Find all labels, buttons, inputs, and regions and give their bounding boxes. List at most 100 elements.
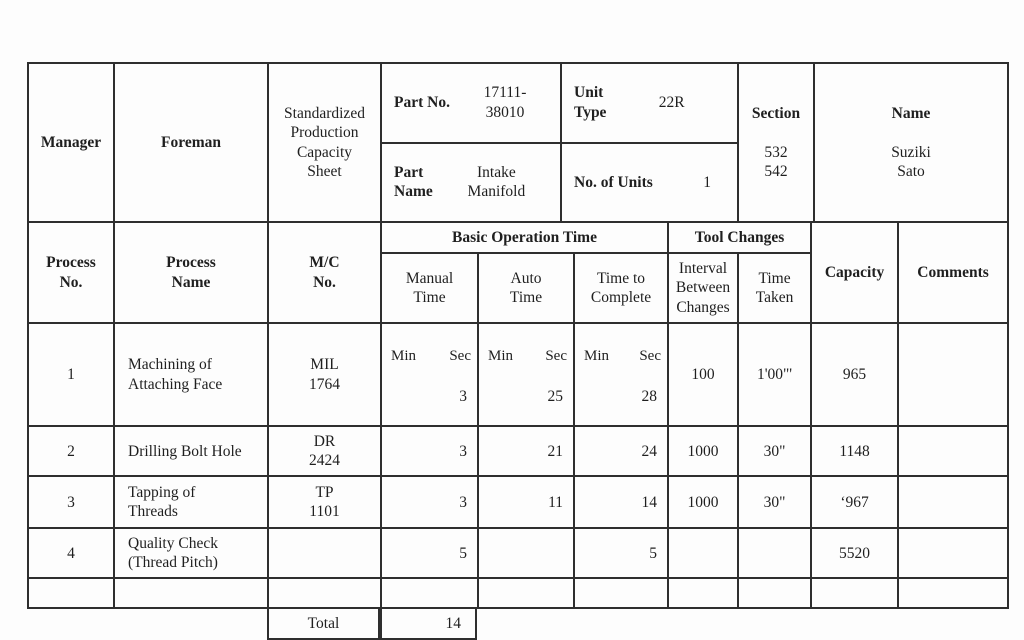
empty-cell — [113, 577, 269, 610]
row-1-comments — [897, 321, 1010, 428]
row-2-comments — [897, 425, 1010, 478]
col-header-capacity: Capacity — [810, 223, 900, 324]
row-3-time-to-complete: 14 — [572, 475, 670, 530]
empty-cell — [267, 577, 382, 610]
part-name-cell: Part Name Intake Manifold — [380, 141, 562, 223]
row-1-capacity: 965 — [810, 321, 900, 428]
row-3-process-name: Tapping of Threads — [113, 475, 269, 530]
row-2-process-no: 2 — [27, 425, 115, 478]
sheet-title: Standardized Production Capacity Sheet — [267, 62, 382, 223]
unit-type-cell: Unit Type 22R — [560, 62, 739, 144]
col-header-interval-between-changes: Interval Between Changes — [667, 252, 740, 324]
min-label: Min — [584, 348, 610, 365]
col-header-auto-time: Auto Time — [477, 252, 575, 324]
col-header-process-name: Process Name — [113, 223, 269, 324]
col-header-mc-no: M/C No. — [267, 223, 382, 324]
total-label: Total — [267, 609, 380, 640]
row-2-time-taken: 30" — [737, 425, 813, 478]
table-row: 1 Machining of Attaching Face MIL 1764 M… — [27, 321, 1010, 428]
col-header-comments: Comments — [897, 223, 1010, 324]
empty-cell — [27, 577, 115, 610]
sec-label: Sec — [639, 348, 662, 365]
row-3-comments — [897, 475, 1010, 530]
manager-label: Manager — [27, 62, 115, 223]
foreman-label: Foreman — [113, 62, 269, 223]
row-1-manual-time: Min Sec 3 — [380, 321, 479, 428]
row-4-manual-time: 5 — [380, 527, 479, 580]
row-3-manual-time: 3 — [380, 475, 479, 530]
name-label: Name — [891, 104, 931, 122]
row-2-auto-time: 21 — [477, 425, 575, 478]
empty-cell — [572, 577, 670, 610]
table-row: 3 Tapping of Threads TP 1101 3 11 14 100… — [27, 475, 1010, 530]
empty-row — [27, 577, 1010, 610]
row-1-auto-time: Min Sec 25 — [477, 321, 575, 428]
min-label: Min — [488, 348, 514, 365]
empty-cell — [897, 577, 1010, 610]
row-1-interval: 100 — [667, 321, 740, 428]
row-4-time-to-complete: 5 — [572, 527, 670, 580]
section-label: Section — [751, 104, 801, 122]
part-no-label: Part No. — [394, 94, 450, 112]
total-row: Total 14 — [267, 609, 477, 640]
table-row: 4 Quality Check (Thread Pitch) 5 5 5520 — [27, 527, 1010, 580]
row-1-process-name: Machining of Attaching Face — [113, 321, 269, 428]
row-3-time-taken: 30" — [737, 475, 813, 530]
row-4-interval — [667, 527, 740, 580]
process-table: Process No. Process Name M/C No. Basic O… — [27, 223, 1010, 610]
row-4-process-name: Quality Check (Thread Pitch) — [113, 527, 269, 580]
row-4-comments — [897, 527, 1010, 580]
section-cell: Section 532 542 — [737, 62, 815, 223]
col-header-time-taken: Time Taken — [737, 252, 813, 324]
empty-cell — [477, 577, 575, 610]
col-header-process-no: Process No. — [27, 223, 115, 324]
col-header-manual-time: Manual Time — [380, 252, 479, 324]
sheet-identification-block: Manager Foreman Standardized Production … — [27, 62, 1009, 223]
unit-type-value: 22R — [658, 94, 685, 112]
row-2-capacity: 1148 — [810, 425, 900, 478]
table-row: 2 Drilling Bolt Hole DR 2424 3 21 24 100… — [27, 425, 1010, 478]
col-header-time-to-complete: Time to Complete — [572, 252, 670, 324]
row-1-process-no: 1 — [27, 321, 115, 428]
col-group-tool-changes: Tool Changes — [667, 223, 813, 254]
part-no-value: 17111- 38010 — [483, 84, 527, 121]
empty-cell — [380, 577, 479, 610]
row-2-mc-no: DR 2424 — [267, 425, 382, 478]
row-3-interval: 1000 — [667, 475, 740, 530]
sec-label: Sec — [449, 348, 471, 365]
sec-label: Sec — [545, 348, 567, 365]
part-name-value: Intake Manifold — [467, 163, 526, 201]
total-value: 14 — [380, 609, 477, 640]
part-no-cell: Part No. 17111- 38010 — [380, 62, 562, 144]
row-2-process-name: Drilling Bolt Hole — [113, 425, 269, 478]
row-3-process-no: 3 — [27, 475, 115, 530]
row-3-capacity: ‘967 — [810, 475, 900, 530]
row-1-time-to-complete: Min Sec 28 — [572, 321, 670, 428]
name-values: Suziki Sato — [891, 143, 931, 180]
section-values: 532 542 — [764, 143, 788, 180]
no-of-units-cell: No. of Units 1 — [560, 141, 739, 223]
production-capacity-sheet: Manager Foreman Standardized Production … — [27, 62, 1010, 640]
name-cell: Name Suziki Sato — [813, 62, 1009, 223]
row-4-capacity: 5520 — [810, 527, 900, 580]
row-2-time-to-complete: 24 — [572, 425, 670, 478]
min-label: Min — [391, 348, 417, 365]
part-name-label: Part Name — [394, 163, 433, 201]
row-4-auto-time — [477, 527, 575, 580]
row-4-mc-no — [267, 527, 382, 580]
row-4-process-no: 4 — [27, 527, 115, 580]
unit-type-label: Unit Type — [574, 84, 607, 121]
empty-cell — [737, 577, 813, 610]
no-of-units-value: 1 — [703, 173, 711, 191]
col-group-basic-operation-time: Basic Operation Time — [379, 223, 670, 254]
row-1-time-taken: 1'00"' — [737, 321, 813, 428]
empty-cell — [667, 577, 740, 610]
no-of-units-label: No. of Units — [574, 173, 653, 191]
empty-cell — [810, 577, 900, 610]
row-3-mc-no: TP 1101 — [267, 475, 382, 530]
row-3-auto-time: 11 — [477, 475, 575, 530]
row-1-mc-no: MIL 1764 — [267, 321, 382, 428]
row-2-manual-time: 3 — [380, 425, 479, 478]
row-2-interval: 1000 — [667, 425, 740, 478]
row-4-time-taken — [737, 527, 813, 580]
